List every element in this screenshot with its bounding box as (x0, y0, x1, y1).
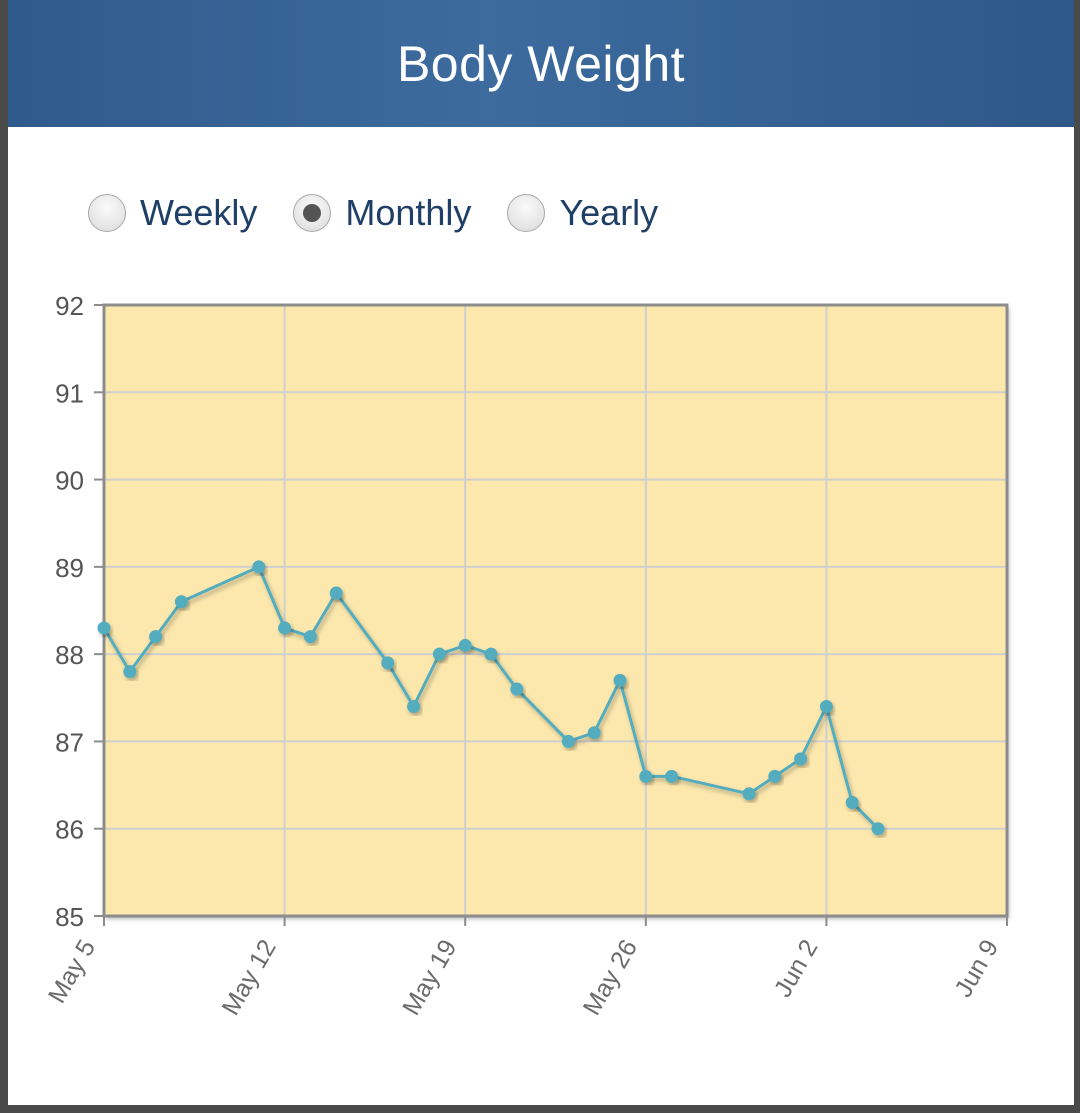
data-point (432, 647, 446, 661)
data-point (278, 621, 292, 635)
data-point (381, 656, 395, 670)
y-tick-label: 91 (55, 378, 84, 408)
data-point (174, 595, 188, 609)
data-point (794, 752, 808, 766)
y-tick-label: 85 (55, 902, 84, 932)
radio-monthly[interactable]: Monthly (293, 192, 471, 234)
x-tick-label: Jun 9 (949, 935, 1004, 1002)
y-tick-label: 89 (55, 553, 84, 583)
plot-border (102, 303, 1009, 918)
radio-button-monthly[interactable] (293, 194, 332, 232)
data-point (123, 665, 137, 679)
data-point (613, 673, 627, 687)
radio-selected-dot (303, 204, 322, 222)
y-tick-label: 86 (55, 815, 84, 845)
data-point (561, 734, 575, 748)
data-point (303, 630, 317, 644)
data-point (742, 787, 756, 801)
y-tick-label: 87 (55, 727, 84, 757)
weight-chart: 85 86 87 88 89 90 91 92 May 5 May 12 May 19 May 26 J… (43, 291, 1009, 1020)
data-point (587, 726, 601, 740)
x-tick-label: May 5 (43, 935, 101, 1008)
radio-button-weekly[interactable] (88, 194, 126, 232)
radio-weekly[interactable]: Weekly (88, 192, 257, 234)
y-tick-label: 92 (55, 291, 84, 321)
plot-area (104, 305, 1007, 916)
data-point (639, 769, 653, 783)
app-frame: Body Weight Weekly Monthly Yearly 85 86 87… (8, 0, 1074, 1105)
data-point (97, 621, 111, 635)
radio-label-monthly[interactable]: Monthly (345, 192, 472, 233)
data-point (149, 630, 163, 644)
data-point (665, 769, 679, 783)
y-tick-label: 90 (55, 466, 84, 496)
data-point (458, 638, 472, 652)
data-point (819, 700, 833, 714)
radio-label-yearly[interactable]: Yearly (559, 192, 659, 233)
radio-button-yearly[interactable] (507, 194, 546, 232)
data-point (845, 796, 859, 810)
data-point (407, 700, 421, 714)
data-point (252, 560, 266, 574)
x-tick-label: Jun 2 (769, 935, 824, 1002)
data-point (484, 647, 498, 661)
data-point (329, 586, 343, 600)
x-tick-label: May 19 (397, 935, 462, 1020)
data-point (871, 822, 885, 836)
x-tick-label: May 26 (578, 935, 643, 1020)
radio-label-weekly[interactable]: Weekly (140, 192, 258, 233)
data-point (510, 682, 524, 696)
page-title: Body Weight (396, 35, 686, 92)
period-selector: Weekly Monthly Yearly (88, 188, 694, 238)
header-bar: Body Weight (8, 0, 1074, 127)
data-point (768, 769, 782, 783)
y-tick-label: 88 (55, 640, 84, 670)
radio-yearly[interactable]: Yearly (507, 192, 658, 234)
x-tick-label: May 12 (217, 935, 282, 1020)
